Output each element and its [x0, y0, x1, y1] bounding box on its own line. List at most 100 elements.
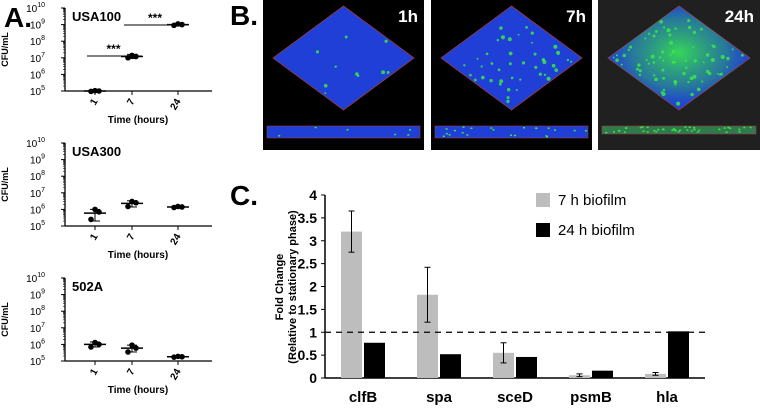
side-view-live-cell: [684, 126, 687, 128]
live-cell-dot: [519, 78, 522, 81]
bar-24h-clfB: [364, 342, 385, 378]
y-tick-exponent: 8: [41, 305, 45, 312]
y-tick-label: 109: [30, 154, 45, 167]
x-tick-label-psmB: psmB: [570, 389, 612, 406]
live-cell-dot: [485, 52, 489, 56]
side-view-live-cell: [545, 135, 548, 137]
live-cell-dot: [476, 57, 479, 60]
y-tick-exponent: 6: [41, 68, 45, 75]
y-tick-base: 10: [30, 87, 42, 98]
bar-7h-spa: [417, 294, 438, 378]
live-cell-dot: [344, 35, 348, 39]
side-view-live-cell: [510, 134, 513, 136]
live-cell-dot: [652, 61, 656, 64]
live-cell-dot: [659, 20, 663, 24]
y-tick-label: 109: [30, 289, 45, 302]
live-cell-dot: [645, 58, 648, 62]
live-cell-dot: [647, 32, 651, 35]
y-tick-label: 2: [309, 279, 317, 295]
legend-swatch: [536, 193, 550, 207]
y-tick-exponent: 6: [41, 338, 45, 345]
y-tick-base: 10: [30, 172, 42, 183]
legend-label: 24 h biofilm: [558, 222, 635, 239]
live-cell-dot: [692, 74, 697, 79]
live-cell-dot: [684, 59, 687, 62]
data-point: [129, 342, 135, 348]
live-cell-dot: [356, 74, 360, 78]
x-tick-label-clfB: clfB: [349, 389, 378, 406]
biofilm-live-signal-area: [608, 6, 750, 110]
bar-24h-sceD: [516, 356, 537, 378]
panel-c: 0 0.5 1 1.5 2 2.5 3 3.5 4 Fold Change (Relative to…: [274, 187, 705, 406]
side-view-live-cell: [445, 128, 448, 130]
y-tick-base: 10: [30, 70, 42, 81]
data-point: [129, 198, 135, 205]
x-tick-label: 24: [169, 232, 184, 248]
side-view-live-cell: [461, 132, 464, 134]
side-view-live-cell: [677, 130, 680, 133]
y-tick-base: 10: [30, 307, 42, 318]
x-axis-title: Time (hours): [108, 115, 168, 126]
side-view-live-cell: [653, 130, 656, 132]
biofilm-top-view: [440, 5, 583, 111]
micrograph-24h: 24h: [598, 0, 760, 150]
side-view-live-cell: [492, 129, 495, 131]
live-cell-dot: [647, 62, 650, 65]
y-tick-exponent: 9: [41, 19, 45, 26]
y-tick-exponent: 10: [37, 272, 45, 279]
side-view-live-cell: [625, 127, 628, 129]
side-view-live-cell: [462, 126, 465, 128]
bar-7h-clfB: [341, 231, 362, 378]
y-tick-base: 10: [30, 205, 42, 216]
y-tick-label: 106: [30, 68, 45, 81]
side-view-live-cell: [690, 130, 693, 132]
biofilm-side-view: [434, 125, 589, 139]
y-tick-label: 108: [30, 170, 45, 183]
x-tick-label-sceD: sceD: [497, 389, 533, 406]
live-cell-dot: [498, 82, 502, 86]
panel-label-c: C.: [230, 180, 258, 211]
y-tick-exponent: 6: [41, 203, 45, 210]
data-point: [175, 21, 181, 27]
side-view-live-cell: [738, 128, 741, 131]
live-cell-dot: [323, 83, 328, 88]
data-point: [92, 87, 98, 94]
live-cell-dot: [661, 91, 666, 97]
bar-24h-spa: [440, 354, 461, 378]
side-view-live-cell: [738, 131, 741, 133]
x-tick-label: 1: [88, 97, 101, 108]
side-view-live-cell: [442, 135, 445, 138]
live-cell-dot: [510, 76, 514, 80]
side-view-live-cell: [553, 129, 556, 131]
y-tick-label: 4: [309, 187, 317, 203]
x-tick-label-hla: hla: [656, 389, 678, 406]
data-point: [92, 339, 98, 346]
y-tick-exponent: 9: [41, 289, 45, 296]
side-view-live-cell: [641, 126, 644, 128]
live-cell-dot: [615, 54, 618, 57]
side-view-live-cell: [718, 128, 721, 131]
side-view-live-cell: [642, 130, 645, 133]
live-cell-dot: [644, 37, 647, 40]
y-tick-base: 10: [30, 54, 42, 65]
live-cell-dot: [506, 96, 510, 100]
micrograph-1h: 1h: [263, 0, 424, 150]
y-tick-base: 10: [30, 357, 42, 368]
side-view-live-cell: [585, 130, 588, 132]
x-tick-label: 24: [169, 97, 184, 113]
live-cell-dot: [740, 53, 744, 57]
side-view-live-cell: [394, 133, 397, 136]
y-tick-base: 10: [30, 324, 42, 335]
side-view-live-cell: [646, 126, 649, 129]
live-cell-dot: [627, 48, 630, 51]
live-cell-dot: [538, 72, 542, 76]
y-tick-label: 3.5: [298, 210, 318, 226]
live-cell-dot: [685, 66, 688, 69]
data-point: [96, 88, 102, 94]
live-cell-dot: [481, 75, 485, 80]
live-cell-dot: [682, 71, 686, 76]
y-tick-label: 108: [30, 35, 45, 48]
live-cell-dot: [726, 66, 729, 69]
side-view-live-cell: [657, 128, 660, 131]
